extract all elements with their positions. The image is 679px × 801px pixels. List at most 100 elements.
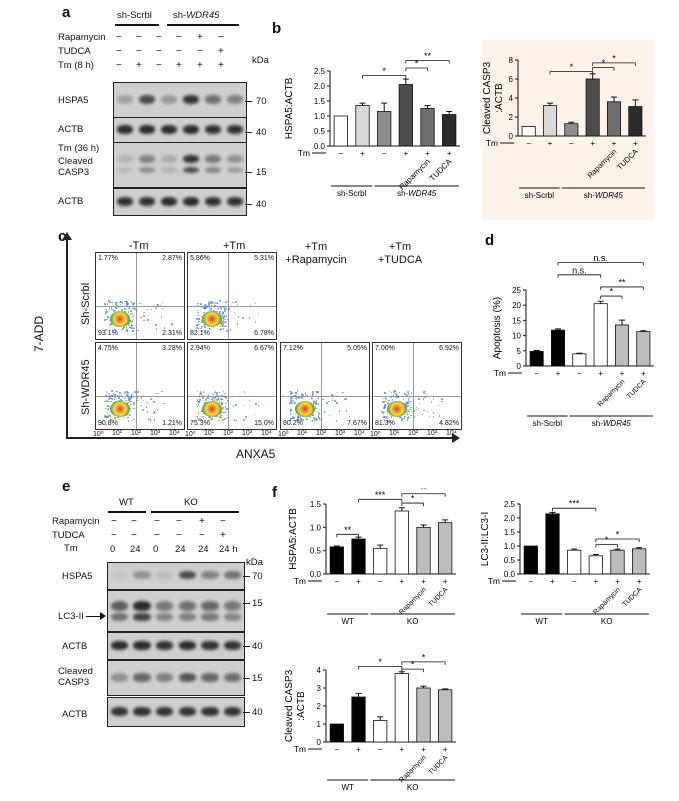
scatter-dot [130,403,132,406]
scatter-dot [143,319,145,322]
y-tick-label: 0 [317,738,322,747]
x-tick-label: 10⁰ [185,431,196,438]
scatter-dot [225,417,227,420]
scatter-dot [221,315,223,317]
scatter-dot [224,318,226,321]
scatter-dot [133,418,135,421]
scatter-dot [126,391,129,393]
treatment-sign: + [136,60,142,71]
scatter-dot [197,412,200,414]
scatter-dot [123,329,126,332]
scatter-dot [394,390,397,393]
scatter-dot [426,410,429,413]
scatter-dot [221,310,224,313]
scatter-dot [197,323,200,325]
treatment-sign: − [136,46,142,57]
bar [636,331,651,367]
scatter-dot [223,306,225,308]
scatter-dot [130,419,133,422]
scatter-dot [400,417,403,420]
scatter-dot [383,411,385,414]
scatter-dot [417,407,420,410]
scatter-dot [214,415,217,418]
tm-sign: + [637,577,642,586]
scatter-dot [106,412,109,415]
scatter-dot [315,419,318,421]
scatter-dot [114,307,117,309]
x-tick-label: Rapamycin [592,586,622,616]
bar [329,546,344,575]
scatter-dot [208,304,210,306]
scatter-dot [221,314,224,316]
blot-band [226,167,244,174]
blot-label-actb: ACTB [58,124,84,135]
scatter-dot [116,301,118,304]
y-tick-label: 1.0 [314,112,326,121]
blot-band [160,167,178,174]
scatter-dot [424,396,426,398]
treatment-sign: + [218,46,224,57]
scatter-dot [289,402,291,404]
scatter-dot [386,420,389,422]
scatter-dot [227,300,229,303]
scatter-dot [216,392,218,394]
scatter-dot [208,419,210,422]
y-tick-label: 2.5 [314,67,326,76]
bar [416,526,431,575]
scatter-dot [143,311,145,314]
scatter-dot [112,301,114,304]
scatter-dot [207,394,210,397]
quadrant-vline [135,253,137,339]
scatter-dot [133,403,135,405]
scatter-dot [155,307,157,310]
marker-tick [243,603,250,604]
y-axis-title: HSPA5:ACTB [284,77,295,139]
scatter-dot [154,410,156,413]
scatter-dot [292,412,295,415]
scatter-dot [248,399,251,402]
panel-label-e: e [62,478,71,495]
scatter-dot [294,397,297,400]
scatter-dot [114,309,117,312]
x-tick-label: 10¹ [112,430,123,437]
scatter-dot [108,398,110,400]
scatter-dot [109,397,112,399]
blot-band [224,673,242,682]
tm-sign: + [593,577,598,586]
y-title: 7-ADD [32,315,46,352]
scatter-dot [114,398,116,401]
tm-hours: 0 [153,544,159,555]
blot-band [110,641,128,650]
y-tick-label: 20 [512,301,521,310]
tm-sign: + [556,369,561,378]
scatter-dot [225,402,227,405]
scatter-dot [210,418,212,421]
scatter-dot [150,308,153,311]
scatter-dot [201,325,203,328]
blot-band [133,571,151,579]
blot-casp3-e [107,660,245,696]
scatter-dot [126,394,128,396]
tm-sign: − [526,139,531,148]
scatter-dot [211,400,214,402]
scatter-dot [392,394,395,396]
x-tick-label: TUDCA [428,157,454,183]
blot-band [178,601,196,611]
scatter-dot [105,391,108,393]
scatter-dot [296,390,299,392]
scatter-dot [130,400,132,403]
tm-sign: + [356,745,361,754]
scatter-dot [392,395,394,398]
scatter-dot [111,390,113,392]
scatter-dot [314,419,316,421]
scatter-dot [407,398,410,400]
scatter-dot [297,415,300,417]
scatter-dot [146,401,148,404]
tm-label: Tm [298,148,310,158]
scatter-dot [111,329,114,332]
sig-label: * [411,494,415,504]
scatter-dot [335,420,338,422]
marker-tick [245,204,252,205]
scatter-dot [139,302,141,305]
scatter-dot [237,316,240,318]
